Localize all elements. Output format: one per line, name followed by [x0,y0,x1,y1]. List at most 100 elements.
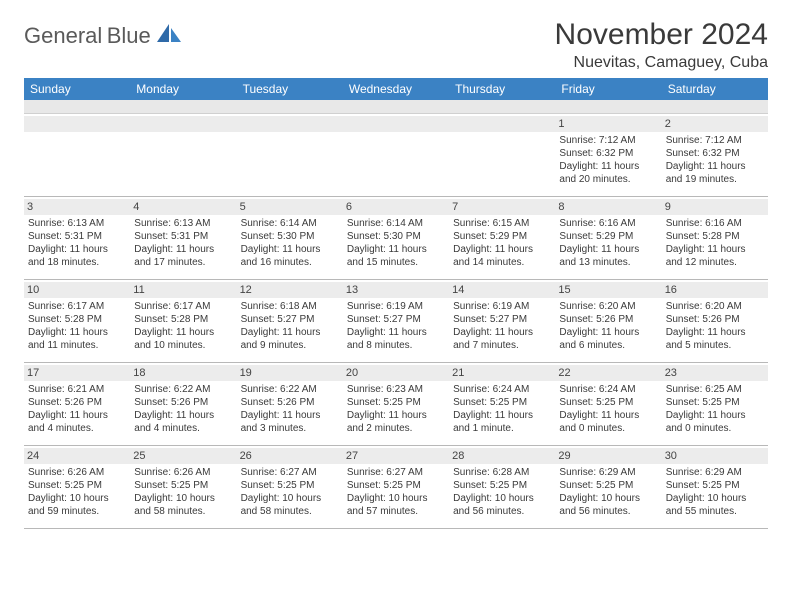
empty-day-band [343,116,449,132]
sunrise-text: Sunrise: 6:26 AM [134,466,232,479]
calendar-day: 27Sunrise: 6:27 AMSunset: 5:25 PMDayligh… [343,446,449,528]
day-number: 30 [662,448,768,464]
daylight-text: Daylight: 10 hours and 56 minutes. [559,492,657,518]
sunrise-text: Sunrise: 6:16 AM [666,217,764,230]
daylight-text: Daylight: 11 hours and 8 minutes. [347,326,445,352]
calendar-day: 15Sunrise: 6:20 AMSunset: 5:26 PMDayligh… [555,280,661,362]
day-number: 19 [237,365,343,381]
sunrise-text: Sunrise: 6:29 AM [666,466,764,479]
daylight-text: Daylight: 11 hours and 17 minutes. [134,243,232,269]
calendar-day: 5Sunrise: 6:14 AMSunset: 5:30 PMDaylight… [237,197,343,279]
sunset-text: Sunset: 5:26 PM [134,396,232,409]
calendar-day: 1Sunrise: 7:12 AMSunset: 6:32 PMDaylight… [555,114,661,196]
empty-day-band [237,116,343,132]
sunrise-text: Sunrise: 6:20 AM [666,300,764,313]
weekday-header: Thursday [449,78,555,100]
sunset-text: Sunset: 6:32 PM [559,147,657,160]
calendar-day: 16Sunrise: 6:20 AMSunset: 5:26 PMDayligh… [662,280,768,362]
calendar-day: 24Sunrise: 6:26 AMSunset: 5:25 PMDayligh… [24,446,130,528]
day-number: 23 [662,365,768,381]
day-number: 7 [449,199,555,215]
day-number: 29 [555,448,661,464]
sunrise-text: Sunrise: 6:18 AM [241,300,339,313]
daylight-text: Daylight: 10 hours and 59 minutes. [28,492,126,518]
page-header: General Blue November 2024 Nuevitas, Cam… [24,18,768,72]
daylight-text: Daylight: 10 hours and 58 minutes. [134,492,232,518]
daylight-text: Daylight: 11 hours and 3 minutes. [241,409,339,435]
day-number: 17 [24,365,130,381]
day-number: 20 [343,365,449,381]
calendar-page: General Blue November 2024 Nuevitas, Cam… [0,0,792,547]
calendar-day: 28Sunrise: 6:28 AMSunset: 5:25 PMDayligh… [449,446,555,528]
day-number: 13 [343,282,449,298]
calendar-day: 7Sunrise: 6:15 AMSunset: 5:29 PMDaylight… [449,197,555,279]
sail-icon [155,22,183,51]
calendar-day: 20Sunrise: 6:23 AMSunset: 5:25 PMDayligh… [343,363,449,445]
sunset-text: Sunset: 5:30 PM [347,230,445,243]
sunset-text: Sunset: 5:25 PM [666,479,764,492]
calendar-day [24,114,130,196]
daylight-text: Daylight: 11 hours and 19 minutes. [666,160,764,186]
daylight-text: Daylight: 10 hours and 58 minutes. [241,492,339,518]
weekday-header-row: Sunday Monday Tuesday Wednesday Thursday… [24,78,768,100]
calendar-day: 10Sunrise: 6:17 AMSunset: 5:28 PMDayligh… [24,280,130,362]
day-number: 22 [555,365,661,381]
sunset-text: Sunset: 5:30 PM [241,230,339,243]
sunrise-text: Sunrise: 6:27 AM [241,466,339,479]
sunrise-text: Sunrise: 6:14 AM [241,217,339,230]
empty-day-band [449,116,555,132]
daylight-text: Daylight: 10 hours and 55 minutes. [666,492,764,518]
calendar-day: 6Sunrise: 6:14 AMSunset: 5:30 PMDaylight… [343,197,449,279]
daylight-text: Daylight: 11 hours and 14 minutes. [453,243,551,269]
sunrise-text: Sunrise: 6:27 AM [347,466,445,479]
day-number: 18 [130,365,236,381]
daylight-text: Daylight: 11 hours and 10 minutes. [134,326,232,352]
sunset-text: Sunset: 5:27 PM [241,313,339,326]
sunset-text: Sunset: 5:25 PM [241,479,339,492]
calendar-day: 25 Sunrise: 6:26 AMSunset: 5:25 PMDayligh… [130,446,236,528]
daylight-text: Daylight: 11 hours and 0 minutes. [559,409,657,435]
empty-day-band [130,116,236,132]
daylight-text: Daylight: 11 hours and 20 minutes. [559,160,657,186]
calendar-day: 23Sunrise: 6:25 AMSunset: 5:25 PMDayligh… [662,363,768,445]
day-number: 25 [130,448,236,464]
daylight-text: Daylight: 11 hours and 1 minute. [453,409,551,435]
daylight-text: Daylight: 11 hours and 5 minutes. [666,326,764,352]
sunrise-text: Sunrise: 6:20 AM [559,300,657,313]
calendar-day [449,114,555,196]
sunset-text: Sunset: 5:26 PM [559,313,657,326]
day-number: 27 [343,448,449,464]
daylight-text: Daylight: 11 hours and 12 minutes. [666,243,764,269]
calendar-week: 17Sunrise: 6:21 AMSunset: 5:26 PMDayligh… [24,363,768,446]
sunset-text: Sunset: 5:29 PM [559,230,657,243]
daylight-text: Daylight: 11 hours and 4 minutes. [28,409,126,435]
sunset-text: Sunset: 5:28 PM [28,313,126,326]
sunset-text: Sunset: 5:26 PM [28,396,126,409]
day-number: 2 [662,116,768,132]
calendar-day: 18Sunrise: 6:22 AMSunset: 5:26 PMDayligh… [130,363,236,445]
sunset-text: Sunset: 5:29 PM [453,230,551,243]
day-number: 16 [662,282,768,298]
sunset-text: Sunset: 5:28 PM [134,313,232,326]
day-number: 1 [555,116,661,132]
day-number: 6 [343,199,449,215]
calendar-day: 13Sunrise: 6:19 AMSunset: 5:27 PMDayligh… [343,280,449,362]
calendar-day: 29Sunrise: 6:29 AMSunset: 5:25 PMDayligh… [555,446,661,528]
calendar-day: 9Sunrise: 6:16 AMSunset: 5:28 PMDaylight… [662,197,768,279]
calendar-day: 11Sunrise: 6:17 AMSunset: 5:28 PMDayligh… [130,280,236,362]
calendar-day: 22Sunrise: 6:24 AMSunset: 5:25 PMDayligh… [555,363,661,445]
weekday-header: Sunday [24,78,130,100]
day-number: 3 [24,199,130,215]
sunrise-text: Sunrise: 6:19 AM [347,300,445,313]
sunrise-text: Sunrise: 6:25 AM [666,383,764,396]
day-number: 28 [449,448,555,464]
sunset-text: Sunset: 5:25 PM [134,479,232,492]
sunset-text: Sunset: 5:25 PM [347,396,445,409]
day-number: 21 [449,365,555,381]
day-number: 4 [130,199,236,215]
sunset-text: Sunset: 5:28 PM [666,230,764,243]
calendar-week: 10Sunrise: 6:17 AMSunset: 5:28 PMDayligh… [24,280,768,363]
daylight-text: Daylight: 11 hours and 18 minutes. [28,243,126,269]
day-number: 26 [237,448,343,464]
weekday-header: Monday [130,78,236,100]
